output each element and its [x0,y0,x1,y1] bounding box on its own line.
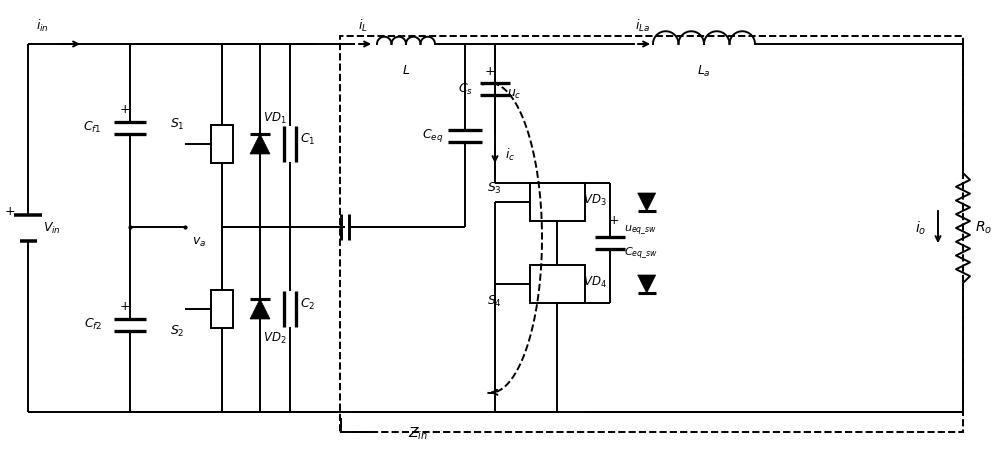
Text: $i_o$: $i_o$ [915,219,926,237]
Polygon shape [638,193,656,211]
Text: $S_3$: $S_3$ [487,181,502,196]
Bar [211,290,233,328]
Text: $C_{f1}$: $C_{f1}$ [83,120,102,135]
Text: +: + [120,300,130,313]
Text: $C_1$: $C_1$ [300,132,315,147]
Bar [211,125,233,163]
Text: $L$: $L$ [402,64,410,77]
Text: $i_{in}$: $i_{in}$ [36,18,49,34]
Text: $R_o$: $R_o$ [975,220,992,236]
Text: $Z_{in}$: $Z_{in}$ [408,425,428,442]
Bar [340,36,963,432]
Text: $L_a$: $L_a$ [697,64,711,79]
Text: $S_4$: $S_4$ [487,294,502,309]
Text: $VD_1$: $VD_1$ [263,111,287,126]
Polygon shape [638,275,656,293]
Text: $C_{eq}$: $C_{eq}$ [422,127,443,144]
Text: $C_{eq\_sw}$: $C_{eq\_sw}$ [624,245,658,261]
Bar [530,183,585,221]
Text: $V_{in}$: $V_{in}$ [43,221,61,236]
Text: $VD_4$: $VD_4$ [583,275,607,290]
Text: +: + [120,103,130,116]
Text: $i_{La}$: $i_{La}$ [635,18,650,34]
Text: $C_{f2}$: $C_{f2}$ [84,317,102,332]
Text: $u_{eq\_sw}$: $u_{eq\_sw}$ [624,223,657,237]
Text: +: + [609,214,619,227]
Text: $VD_3$: $VD_3$ [583,192,607,207]
Text: $i_L$: $i_L$ [358,18,368,34]
Text: $v_a$: $v_a$ [192,236,206,249]
Text: $i_c$: $i_c$ [505,147,515,163]
Text: +: + [485,64,495,78]
Bar [530,265,585,303]
Text: $C_s$: $C_s$ [458,81,473,97]
Text: +: + [5,204,15,217]
Text: $VD_2$: $VD_2$ [263,331,287,346]
Text: $S_2$: $S_2$ [170,324,185,339]
Polygon shape [250,299,270,319]
Text: $u_c$: $u_c$ [507,88,522,100]
Text: $C_2$: $C_2$ [300,296,315,311]
Text: $S_1$: $S_1$ [170,117,185,132]
Polygon shape [250,134,270,154]
